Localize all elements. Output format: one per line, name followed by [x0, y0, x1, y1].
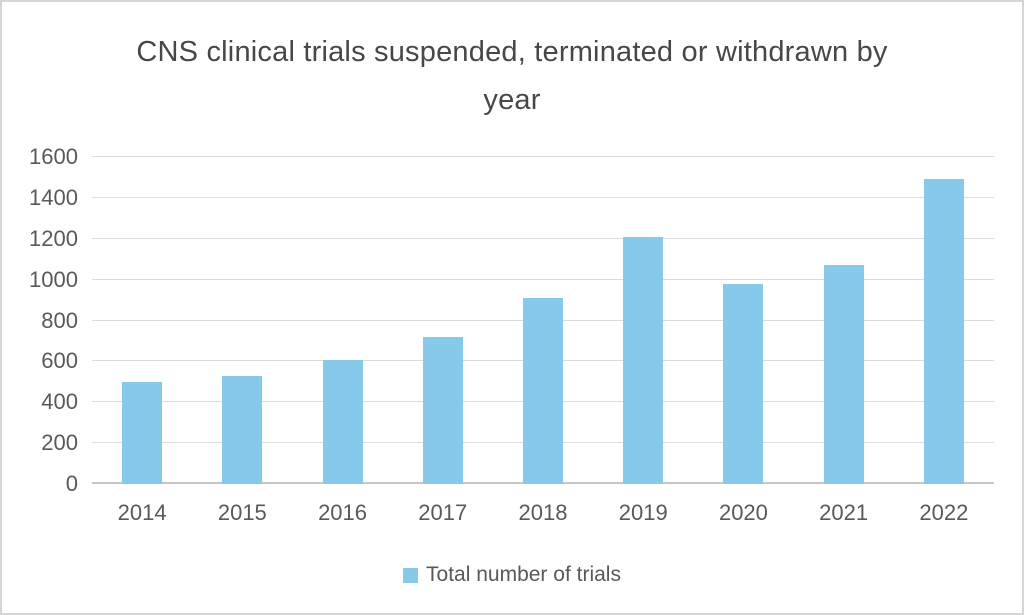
x-tick-label-2021: 2021 [819, 500, 869, 525]
x-tick-label-2017: 2017 [418, 500, 468, 525]
x-tick-label-2018: 2018 [518, 500, 568, 525]
bar-2017 [422, 336, 463, 484]
x-tick-label-2022: 2022 [919, 500, 969, 525]
y-tick-label-1200: 1200 [29, 225, 78, 251]
bar-2020 [723, 283, 764, 484]
bar-2021 [823, 265, 864, 484]
x-axis: 2014 2015 2016 2017 2018 2019 2020 2021 2022 [92, 500, 994, 532]
y-tick-label-400: 400 [41, 389, 78, 415]
bar-2014 [122, 381, 163, 484]
x-tick-label-2016: 2016 [318, 500, 368, 525]
x-tick-label-2019: 2019 [618, 500, 668, 525]
y-tick-label-800: 800 [41, 307, 78, 333]
x-tick-label-2014: 2014 [117, 500, 167, 525]
bar-2018 [523, 298, 563, 484]
plot-area [92, 156, 994, 484]
x-tick-label-2020: 2020 [718, 500, 768, 525]
y-tick-label-1400: 1400 [29, 184, 78, 210]
grid-line-1400 [92, 196, 994, 198]
bar-2022 [923, 179, 964, 484]
y-tick-label-1000: 1000 [29, 266, 78, 292]
y-tick-label-0: 0 [65, 471, 78, 496]
y-tick-label-200: 200 [41, 430, 78, 456]
y-tick-label-1600: 1600 [29, 144, 78, 169]
legend: Total number of trials [2, 563, 1022, 587]
y-axis: 0 200 400 600 800 1000 1200 1400 1600 [2, 144, 78, 496]
grid-line-1200 [92, 237, 994, 239]
chart-title: CNS clinical trials suspended, terminate… [136, 36, 888, 116]
bar-2016 [322, 360, 363, 484]
grid-line-1000 [92, 278, 994, 280]
legend-swatch [403, 567, 419, 583]
legend-label: Total number of trials [426, 563, 621, 586]
bar-2019 [623, 236, 664, 484]
bar-2015 [222, 375, 263, 484]
grid-line-1600 [92, 156, 994, 157]
x-tick-label-2015: 2015 [217, 500, 267, 525]
y-tick-label-600: 600 [41, 348, 78, 374]
